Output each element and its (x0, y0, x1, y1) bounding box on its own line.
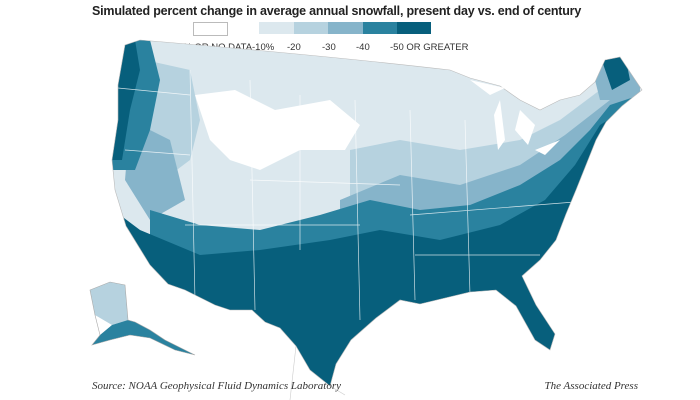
mexico-outline (289, 345, 346, 400)
legend-label-10: -10% (252, 42, 275, 53)
legend-label-40: -40 (356, 42, 370, 53)
legend-label-30: -30 (322, 42, 336, 53)
legend-swatch-30 (328, 22, 363, 34)
legend-swatch-50 (397, 22, 431, 34)
state-borders (117, 69, 601, 321)
alaska-outline (89, 281, 196, 356)
source-note: Source: NOAA Geophysical Fluid Dynamics … (92, 380, 341, 392)
legend-label-50: -50 OR GREATER (390, 42, 469, 53)
credit: The Associated Press (544, 380, 639, 392)
alaska-inset (89, 281, 196, 356)
legend-swatch-20 (294, 22, 328, 34)
alaska-region-light (90, 282, 128, 325)
map-title: Simulated percent change in average annu… (92, 4, 582, 18)
legend-swatch-10 (259, 22, 294, 34)
alaska-region-dark (92, 320, 195, 355)
us-outline (111, 39, 643, 387)
legend-swatch-40 (363, 22, 397, 34)
region-no-data-central (195, 90, 360, 170)
legend-swatch-no-data (193, 22, 228, 36)
great-lakes (470, 80, 560, 155)
legend-label-20: -20 (287, 42, 301, 53)
